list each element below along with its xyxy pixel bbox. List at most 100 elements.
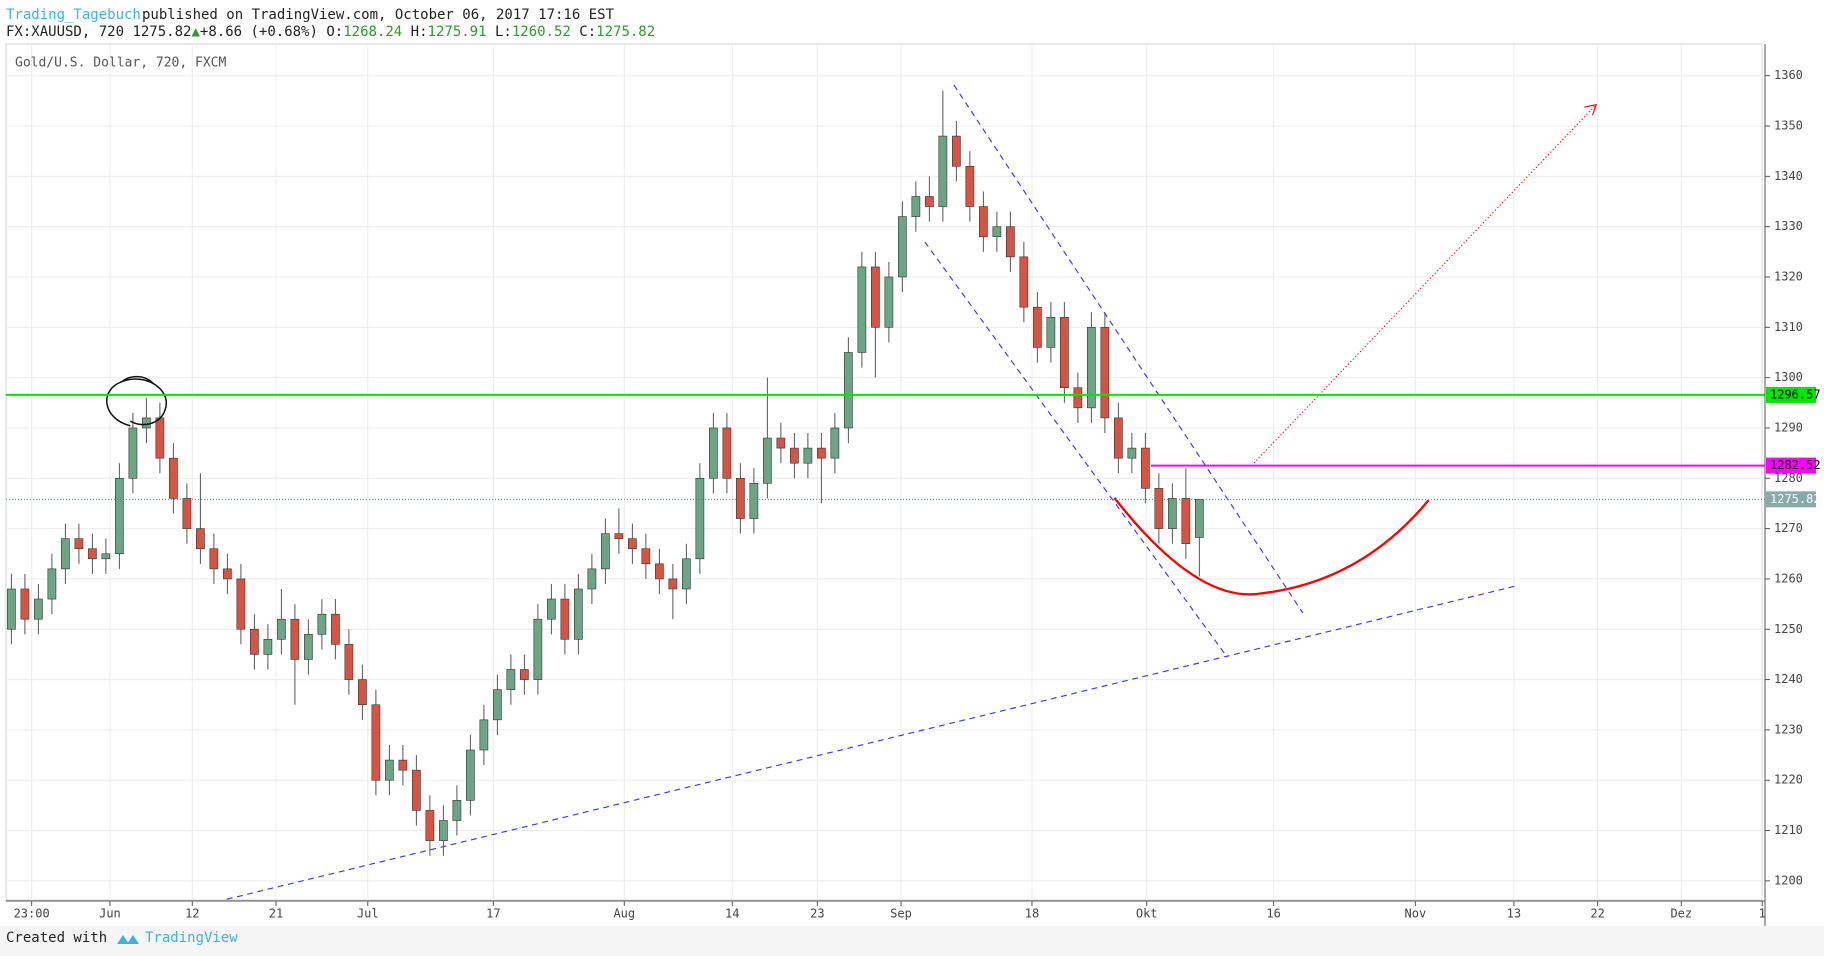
x-tick-label: 16 — [1266, 907, 1280, 921]
candle-body — [587, 568, 597, 590]
x-tick-label: 14 — [725, 907, 739, 921]
candle-body — [1033, 306, 1042, 348]
ohlc-label: C: — [579, 24, 596, 40]
candle-body — [1006, 226, 1015, 258]
candle-body — [830, 427, 840, 459]
candle-body — [628, 538, 637, 550]
y-tick-label: 1240 — [1774, 672, 1803, 686]
x-tick-label: Nov — [1405, 907, 1427, 921]
candle-body — [223, 568, 232, 580]
y-tick-label: 1330 — [1774, 219, 1803, 233]
candle-body — [61, 538, 70, 570]
channel-line — [953, 84, 1304, 614]
y-tick-label: 1320 — [1774, 269, 1803, 283]
candle-body — [682, 558, 691, 590]
candle-body — [236, 578, 246, 630]
candle-body — [1046, 316, 1056, 348]
candle-body — [34, 598, 43, 620]
x-tick-label: Sep — [890, 907, 912, 921]
ohlc-label: L: — [495, 24, 512, 40]
candle-body — [452, 800, 462, 821]
candle-body — [128, 427, 138, 479]
symbol: FX:XAUUSD, 720 — [6, 24, 124, 40]
symbol-line: FX:XAUUSD, 720 1275.82▲+8.66 (+0.68%) O:… — [6, 24, 655, 40]
candle-body — [439, 820, 448, 841]
candle-body — [803, 447, 813, 464]
y-tick-label: 1220 — [1774, 773, 1803, 787]
arrow-line — [1253, 104, 1597, 464]
last-price: 1275.82 — [132, 24, 191, 40]
ohlc-value: 1275.91 — [428, 24, 487, 40]
trend-line — [226, 585, 1515, 900]
candle-body — [277, 618, 286, 640]
candle-body — [952, 135, 961, 167]
candle-body — [263, 639, 273, 655]
footer-brand[interactable]: TradingView — [145, 930, 238, 946]
candle-body — [776, 437, 786, 449]
channel-line — [924, 241, 1228, 658]
candle-body — [142, 417, 151, 429]
candle-body — [506, 669, 516, 690]
candle-body — [641, 548, 651, 565]
curve — [1113, 497, 1430, 596]
levels: 1296.57 1282.52 1275.82 — [6, 386, 1821, 508]
ohlc-value: 1275.82 — [596, 24, 655, 40]
candle-body — [1141, 447, 1150, 489]
candle-body — [115, 477, 124, 555]
last-price-tag — [1766, 491, 1816, 508]
candle-body — [614, 533, 624, 539]
candle-body — [398, 759, 408, 771]
x-tick-label: 23 — [810, 907, 824, 921]
candle-body — [938, 135, 948, 207]
level-label: 1296.57 — [1770, 387, 1821, 401]
candle-body — [736, 477, 745, 519]
candle-body — [344, 644, 354, 680]
candle-body — [425, 810, 435, 841]
candle-body — [601, 533, 610, 570]
arrow-head — [1584, 103, 1597, 116]
candle-body — [209, 548, 219, 570]
candle-body — [304, 633, 313, 660]
footer-bar — [0, 926, 1824, 956]
candle-body — [466, 749, 475, 801]
candle-body — [911, 196, 921, 217]
y-tick-label: 1230 — [1774, 722, 1803, 736]
candle-body — [290, 618, 300, 660]
candle-body — [88, 548, 97, 560]
y-tick-label: 1280 — [1774, 471, 1803, 485]
candle-body — [1073, 387, 1083, 409]
candle-body — [790, 447, 799, 464]
x-tick-label: Jul — [357, 907, 379, 921]
candle-body — [1019, 256, 1029, 308]
candle-body — [1060, 316, 1069, 389]
y-tick-label: 1260 — [1774, 571, 1803, 585]
x-tick-label: 23:00 — [14, 907, 50, 921]
candle-body — [250, 628, 259, 655]
candle-body — [358, 679, 367, 706]
y-tick-label: 1210 — [1774, 823, 1803, 837]
candle-body — [857, 266, 867, 353]
candle-body — [1087, 327, 1096, 409]
candle-body — [196, 528, 205, 550]
candles — [7, 90, 1204, 856]
y-tick-label: 1250 — [1774, 622, 1803, 636]
x-tick-label: 18 — [1025, 907, 1039, 921]
candle-body — [412, 769, 421, 811]
candle-body — [992, 226, 1002, 238]
footer-text: Created with — [6, 930, 107, 946]
x-tick-label: Okt — [1136, 907, 1158, 921]
logo — [117, 935, 139, 944]
candle-body — [331, 613, 340, 645]
candle-body — [749, 483, 759, 519]
candle-body — [74, 538, 84, 550]
candle-body — [520, 669, 529, 680]
candle-body — [979, 206, 988, 238]
candle-body — [925, 196, 934, 207]
candle-body — [722, 427, 732, 479]
level-tag — [1766, 386, 1816, 403]
grid — [6, 44, 1765, 901]
last-price-label: 1275.82 — [1770, 492, 1821, 506]
candle-body — [1195, 499, 1204, 538]
author[interactable]: Trading_Tagebuch — [6, 7, 141, 23]
